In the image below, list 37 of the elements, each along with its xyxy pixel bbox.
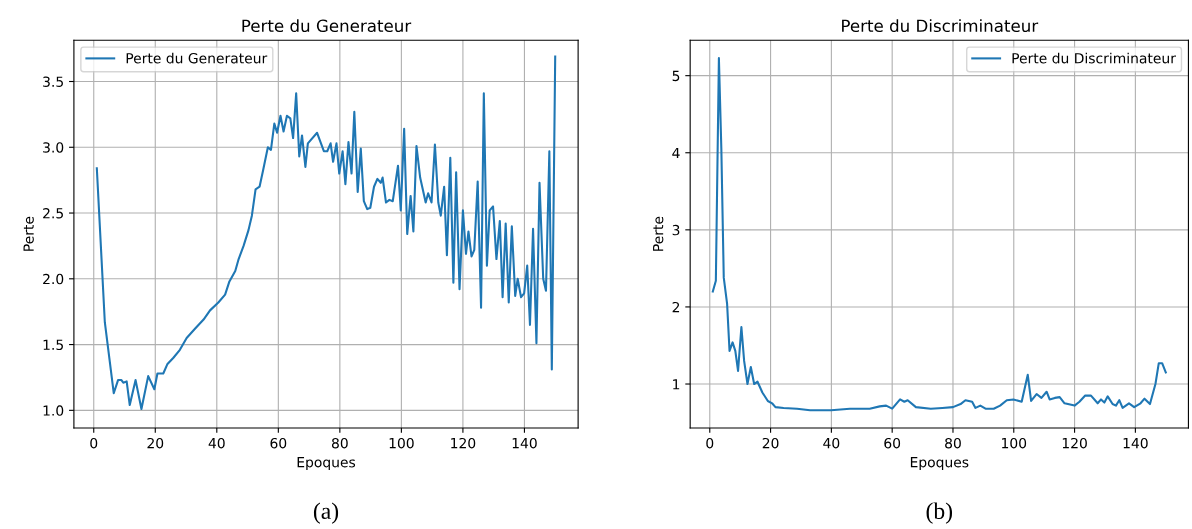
x-tick-label: 140: [1123, 437, 1148, 449]
x-tick-label: 20: [147, 437, 164, 449]
x-tick-label: 0: [706, 437, 714, 449]
y-tick-label: 3.0: [43, 142, 64, 153]
y-tick-label: 3.5: [43, 76, 63, 87]
y-tick-label: 1.5: [43, 339, 63, 351]
x-tick-label: 140: [512, 437, 537, 449]
x-tick-label: 120: [451, 437, 476, 449]
y-tick-label: 4: [672, 147, 680, 159]
x-tick-label: 120: [1062, 437, 1087, 449]
y-tick-label: 3: [672, 224, 680, 236]
legend-label: Perte du Generateur: [126, 52, 268, 64]
x-tick-label: 0: [90, 437, 98, 449]
y-tick-label: 1: [673, 379, 680, 390]
y-tick-label: 2: [672, 301, 680, 313]
x-tick-label: 40: [823, 437, 840, 449]
x-tick-label: 60: [884, 437, 901, 449]
x-tick-label: 100: [1002, 437, 1027, 449]
y-tick-label: 5: [672, 70, 680, 82]
chart-title: Perte du Generateur: [242, 19, 412, 33]
x-axis-title: Epoques: [910, 457, 969, 471]
y-tick-label: 2.5: [43, 208, 63, 219]
legend-label: Perte du Discriminateur: [1012, 52, 1176, 64]
y-axis-title: Perte: [23, 216, 34, 251]
text: (a): [313, 502, 339, 524]
x-tick-label: 80: [331, 437, 348, 449]
x-tick-label: 40: [208, 437, 225, 449]
x-tick-label: 80: [945, 437, 961, 449]
y-axis-title: Perte: [653, 216, 664, 251]
y-tick-label: 2.0: [43, 273, 64, 285]
x-tick-label: 100: [389, 437, 414, 449]
x-axis-title: Epoques: [297, 457, 356, 471]
x-tick-label: 20: [762, 437, 779, 449]
y-tick-label: 1.0: [43, 405, 64, 416]
x-tick-label: 60: [270, 437, 287, 449]
chart-title: Perte du Discriminateur: [842, 19, 1039, 33]
text: (b): [926, 502, 953, 524]
